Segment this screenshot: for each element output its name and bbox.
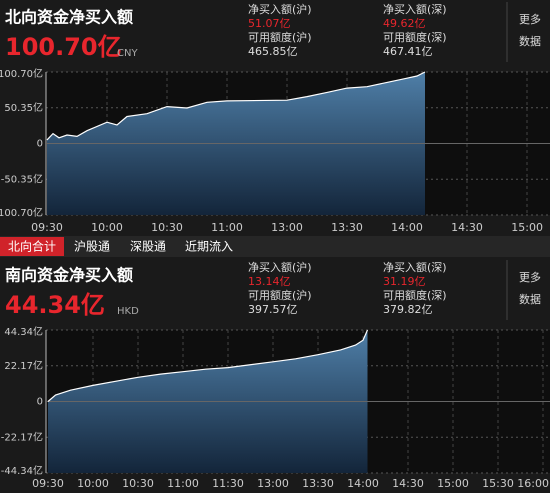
x-tick-label: 09:30 (32, 477, 64, 490)
y-tick-label: 0 (37, 397, 43, 408)
x-tick-label: 11:30 (212, 477, 244, 490)
x-tick-label: 15:00 (437, 477, 469, 490)
y-tick-label: -50.35亿 (1, 172, 43, 185)
x-tick-label: 14:30 (451, 221, 483, 234)
tab[interactable] (0, 237, 64, 256)
y-tick-label: -44.34亿 (1, 464, 43, 477)
currency: CNY (117, 48, 138, 59)
stat-label: 可用额度(沪) (248, 30, 312, 44)
x-tick-label: 15:00 (511, 221, 543, 234)
stat-value: 397.57亿 (248, 303, 298, 316)
stat-value: 49.62亿 (383, 17, 426, 30)
x-tick-label: 14:30 (392, 477, 424, 490)
x-tick-label: 15:30 (482, 477, 514, 490)
stat-label: 可用额度(沪) (248, 288, 312, 302)
x-tick-label: 10:00 (91, 221, 123, 234)
x-tick-label: 10:00 (77, 477, 109, 490)
y-tick-label: -22.17亿 (1, 430, 43, 443)
stat-value: 31.19亿 (383, 275, 426, 288)
x-tick-label: 11:00 (167, 477, 199, 490)
tab[interactable] (64, 237, 120, 256)
panel-title: 北向资金净买入额 (5, 8, 133, 27)
stat-value: 13.14亿 (248, 275, 291, 288)
y-tick-label: 100.70亿 (0, 67, 43, 80)
tab[interactable] (176, 237, 242, 256)
x-tick-label: 14:00 (347, 477, 379, 490)
x-tick-label: 14:00 (391, 221, 423, 234)
headline-value: 44.34亿 (5, 291, 105, 319)
x-tick-label: 13:30 (331, 221, 363, 234)
x-tick-label: 09:30 (31, 221, 63, 234)
stat-label: 净买入额(深) (383, 2, 447, 16)
tab-label[interactable]: 沪股通 (74, 240, 110, 254)
x-tick-label: 10:30 (122, 477, 154, 490)
stat-label: 可用额度(深) (383, 30, 447, 44)
more-link[interactable]: 更多 (519, 270, 541, 284)
stat-value: 467.41亿 (383, 45, 433, 58)
x-tick-label: 11:00 (211, 221, 243, 234)
stat-value: 465.85亿 (248, 45, 298, 58)
y-tick-label: -100.70亿 (0, 206, 43, 219)
x-tick-label: 13:00 (257, 477, 289, 490)
tab-label[interactable]: 近期流入 (185, 240, 233, 254)
headline-value: 100.70亿 (5, 33, 122, 61)
more-link[interactable]: 更多 (519, 12, 541, 26)
series-line (46, 71, 426, 141)
y-tick-label: 50.35亿 (4, 101, 43, 114)
x-tick-label: 13:30 (302, 477, 334, 490)
x-tick-label: 13:00 (271, 221, 303, 234)
tab[interactable] (120, 237, 176, 256)
tab-label[interactable]: 深股通 (130, 240, 166, 254)
tab-label[interactable]: 北向合计 (8, 239, 56, 254)
stat-value: 51.07亿 (248, 17, 291, 30)
currency: HKD (117, 306, 139, 317)
stat-value: 379.82亿 (383, 303, 433, 316)
stat-label: 净买入额(沪) (248, 2, 312, 16)
stat-label: 可用额度(深) (383, 288, 447, 302)
series-line (47, 329, 369, 402)
panel-title: 南向资金净买入额 (5, 266, 133, 285)
x-tick-label: 16:00 (517, 477, 549, 490)
y-tick-label: 44.34亿 (4, 325, 43, 338)
y-tick-label: 22.17亿 (4, 359, 43, 372)
y-tick-label: 0 (37, 139, 43, 150)
stat-label: 净买入额(深) (383, 260, 447, 274)
stat-label: 净买入额(沪) (248, 260, 312, 274)
more-link[interactable]: 数据 (519, 292, 541, 306)
x-tick-label: 10:30 (151, 221, 183, 234)
more-link[interactable]: 数据 (519, 34, 541, 48)
